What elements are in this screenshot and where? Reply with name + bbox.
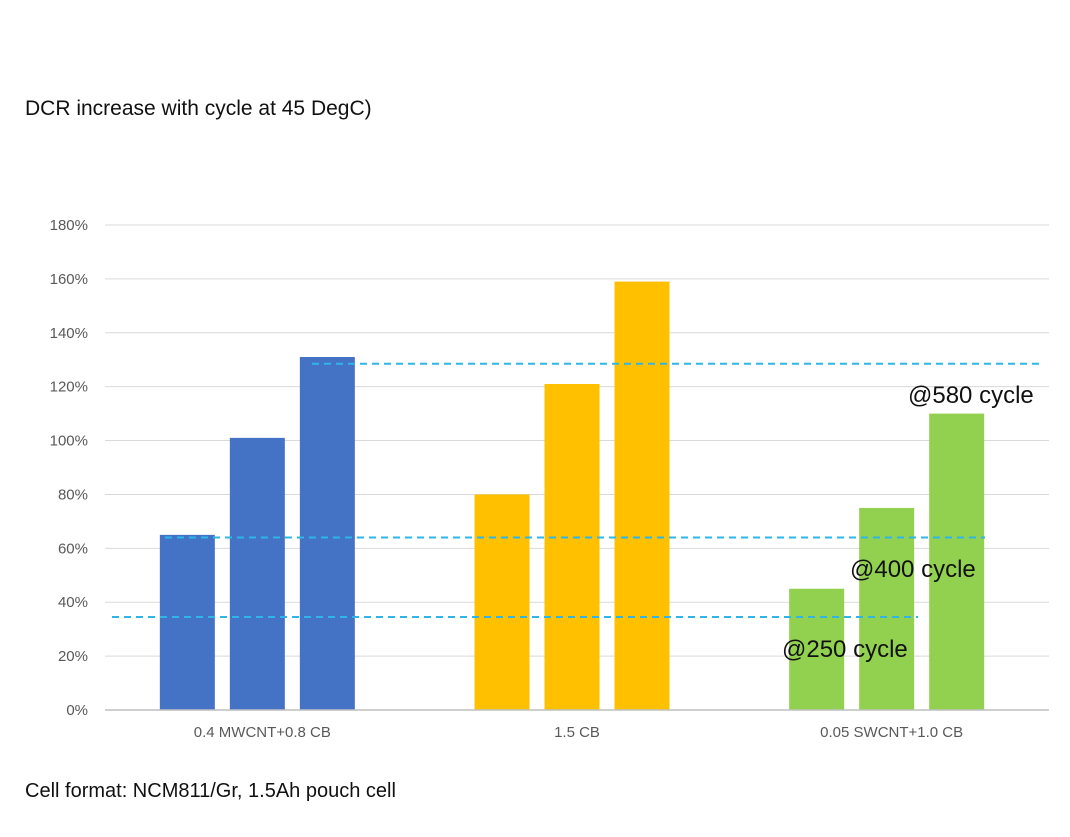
bar bbox=[859, 507, 915, 710]
annotation-label: @250 cycle bbox=[782, 636, 908, 663]
y-axis-ticks: 0% 20% 40% 60% 80% 100% 120% 140% 160% 180% bbox=[50, 217, 88, 719]
y-tick-label: 40% bbox=[58, 594, 88, 611]
bar bbox=[614, 281, 670, 710]
bar bbox=[159, 534, 215, 710]
x-tick-label: 0.4 MWCNT+0.8 CB bbox=[194, 724, 331, 741]
y-tick-label: 160% bbox=[50, 271, 88, 288]
annotations: @250 cycle @400 cycle @580 cycle bbox=[782, 382, 1034, 663]
y-tick-label: 60% bbox=[58, 540, 88, 557]
annotation-label: @400 cycle bbox=[850, 556, 976, 583]
annotation-label: @580 cycle bbox=[908, 382, 1034, 409]
chart-title: DCR increase with cycle at 45 DegC) bbox=[25, 97, 372, 120]
bar bbox=[544, 383, 600, 710]
bar bbox=[474, 494, 530, 710]
x-axis-ticks: 0.4 MWCNT+0.8 CB 1.5 CB 0.05 SWCNT+1.0 CB bbox=[194, 724, 963, 741]
y-tick-label: 180% bbox=[50, 217, 88, 234]
bar bbox=[929, 413, 985, 710]
y-tick-label: 100% bbox=[50, 433, 88, 450]
reference-lines bbox=[112, 362, 1040, 619]
y-tick-label: 80% bbox=[58, 486, 88, 503]
x-tick-label: 1.5 CB bbox=[554, 724, 600, 741]
bar bbox=[229, 437, 285, 710]
y-tick-label: 0% bbox=[66, 702, 88, 719]
y-tick-label: 120% bbox=[50, 379, 88, 396]
bars bbox=[159, 281, 985, 710]
footer-note: Cell format: NCM811/Gr, 1.5Ah pouch cell bbox=[25, 780, 396, 802]
bar bbox=[789, 588, 845, 710]
y-tick-label: 140% bbox=[50, 325, 88, 342]
y-tick-label: 20% bbox=[58, 648, 88, 665]
bar bbox=[299, 357, 355, 710]
x-tick-label: 0.05 SWCNT+1.0 CB bbox=[820, 724, 963, 741]
